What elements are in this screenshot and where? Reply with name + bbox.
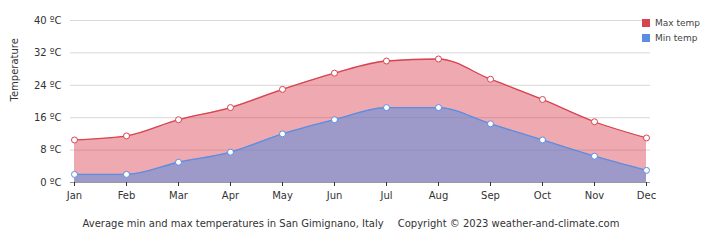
svg-text:Aug: Aug [429,190,449,201]
svg-text:Sep: Sep [481,190,500,201]
svg-text:24 ºC: 24 ºC [34,80,62,91]
svg-text:0 ºC: 0 ºC [40,177,61,188]
svg-text:Temperature: Temperature [9,38,20,102]
svg-text:Jan: Jan [66,190,82,201]
svg-text:Apr: Apr [222,190,240,201]
svg-text:Mar: Mar [169,190,189,201]
svg-text:Nov: Nov [585,190,605,201]
svg-text:Oct: Oct [534,190,551,201]
svg-text:16 ºC: 16 ºC [34,112,62,123]
html-text:Average min and max temperatur: Average min and max temperatures in San … [82,218,384,229]
svg-text:8 ºC: 8 ºC [40,144,61,155]
svg-text:Jul: Jul [379,190,392,201]
svg-text:Jun: Jun [326,190,343,201]
svg-text:32 ºC: 32 ºC [34,47,62,58]
svg-text:Dec: Dec [637,190,656,201]
html-text:Copyright © 2023 weather-and-c: Copyright © 2023 weather-and-climate.com [397,218,620,229]
svg-text:Feb: Feb [118,190,136,201]
html-text:Min temp: Min temp [655,33,698,43]
svg-text:May: May [272,190,293,201]
svg-text:40 ºC: 40 ºC [34,15,62,26]
html-text:Max temp: Max temp [655,18,700,28]
